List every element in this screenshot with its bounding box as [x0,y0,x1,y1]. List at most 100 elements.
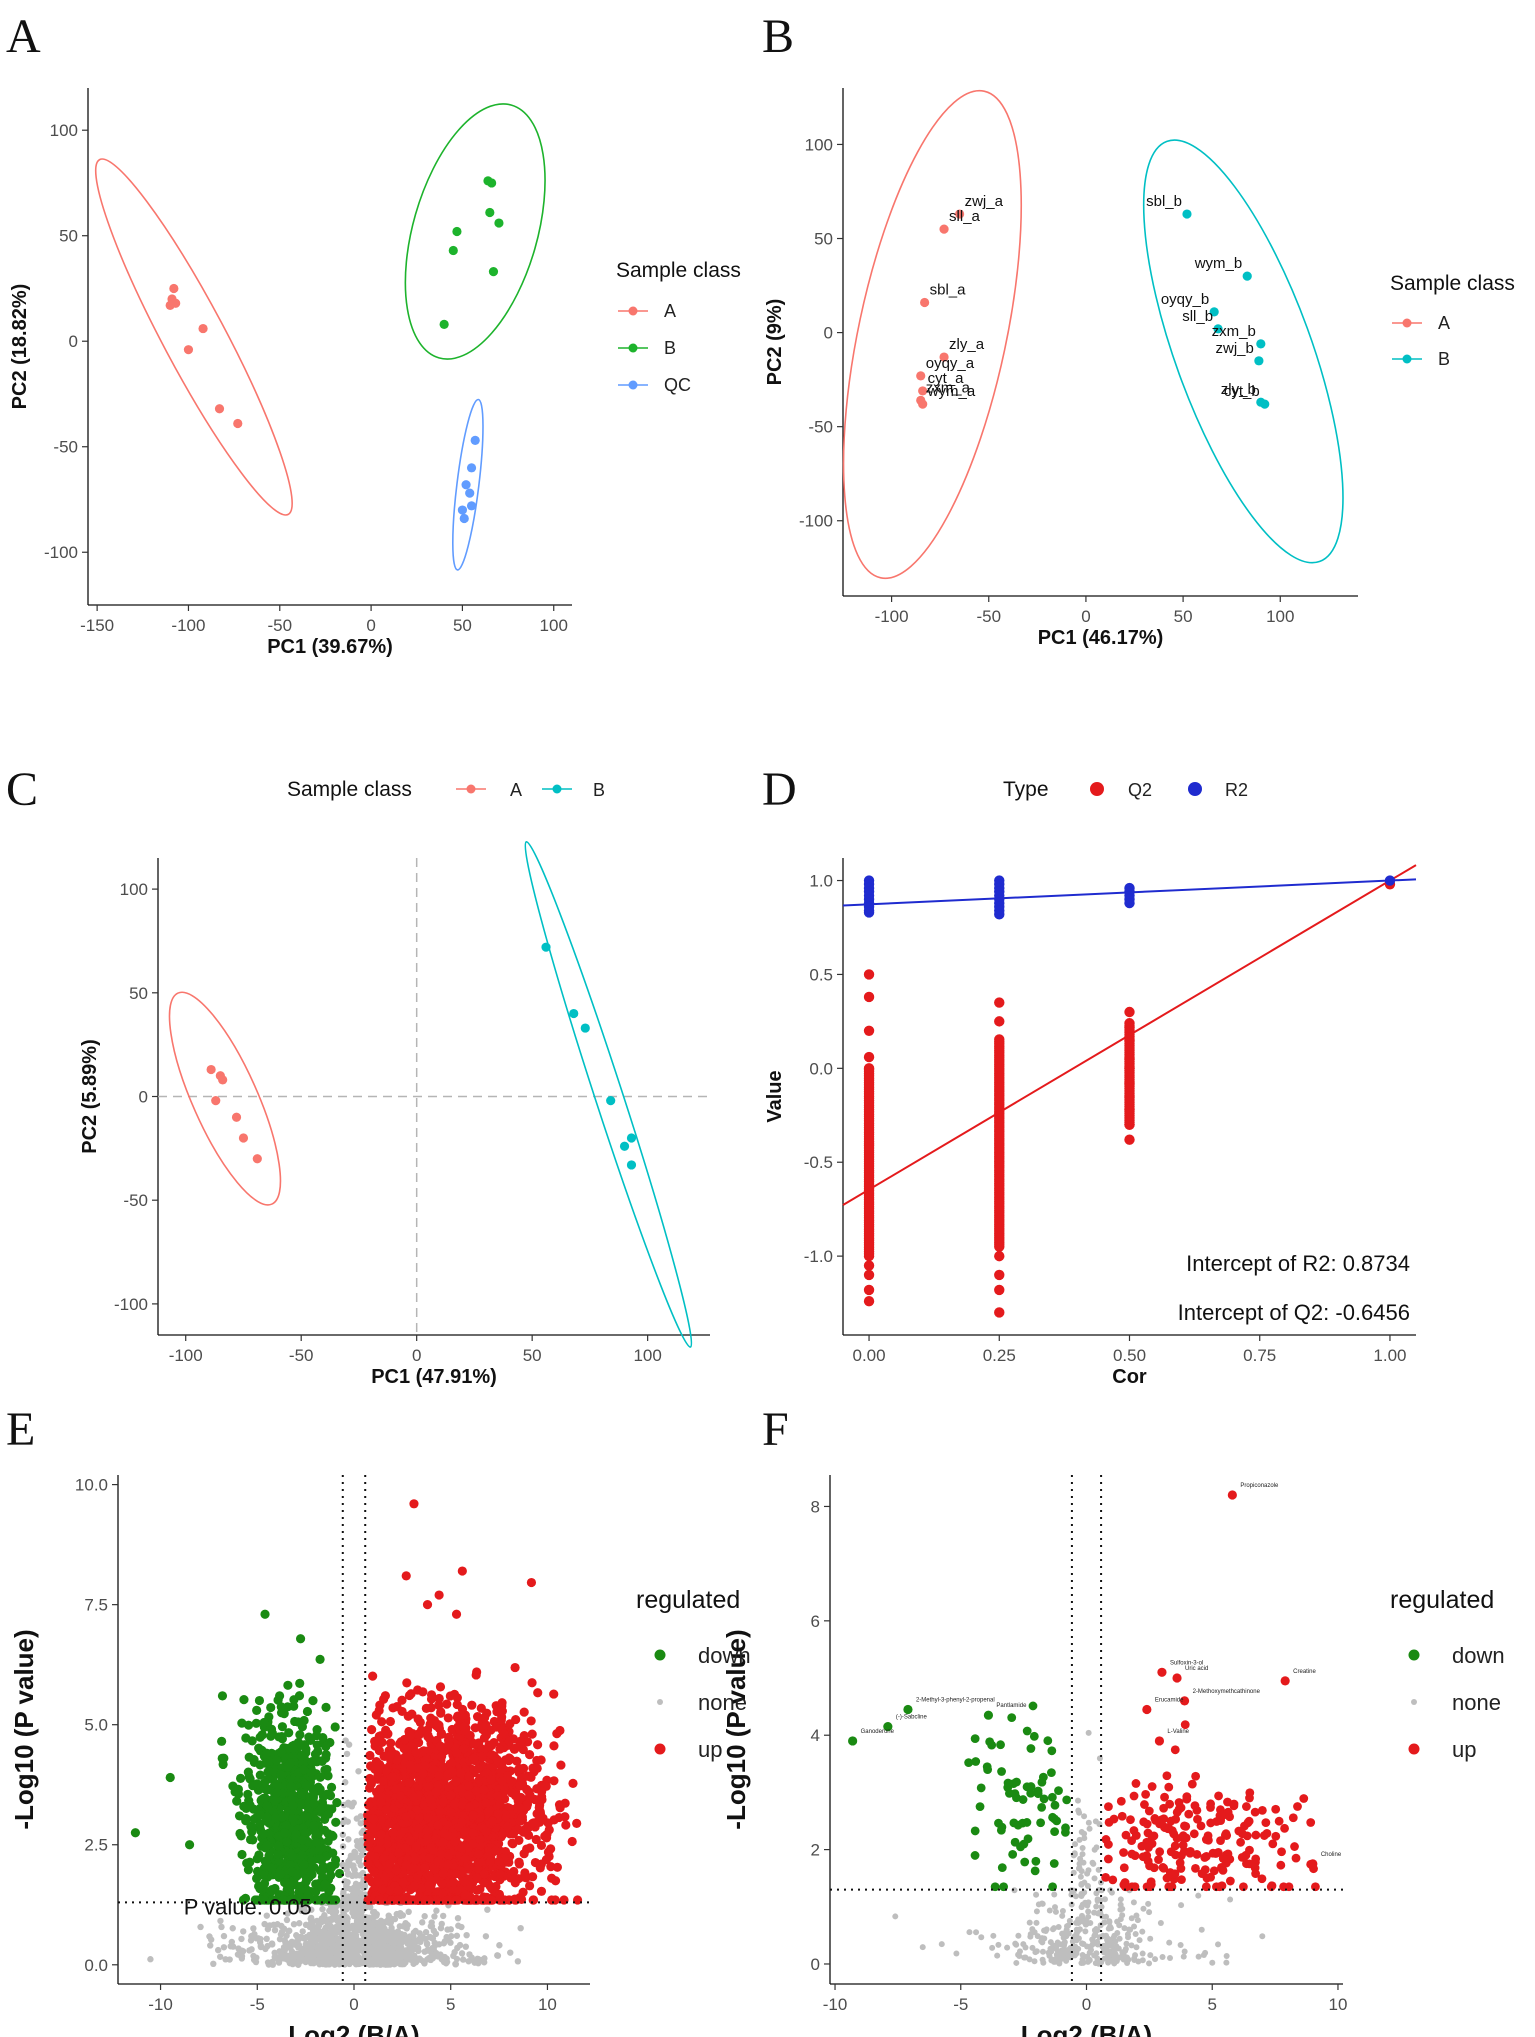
up-point [572,1818,582,1828]
up-point [405,1835,415,1846]
none-point [459,1956,467,1963]
up-point [549,1776,559,1786]
none-point [214,1946,222,1954]
none-point [421,1960,428,1967]
up-point [477,1752,487,1762]
up-point [549,1689,559,1699]
data-point [457,505,468,515]
none-point [229,1925,236,1932]
none-point [289,1960,296,1968]
down-point [331,1817,341,1827]
none-point [210,1960,217,1968]
none-point [369,1909,377,1916]
down-point [317,1895,328,1905]
none-point [375,1956,383,1963]
down-point [310,1749,321,1759]
down-point [259,1793,269,1803]
up-point [495,1869,505,1879]
up-point [368,1671,378,1681]
data-point [955,209,965,219]
up-point [549,1815,559,1825]
down-point [254,1881,264,1891]
none-point [345,1741,353,1748]
up-point [532,1740,543,1750]
q2-point [863,1295,875,1307]
up-point [486,1774,496,1785]
up-point [380,1751,390,1761]
none-point [380,1925,387,1933]
up-point [526,1716,536,1726]
data-point [1182,209,1192,219]
confidence-ellipse [94,158,293,516]
up-point [530,1857,541,1868]
up-point [419,1761,430,1771]
none-point [285,1944,293,1951]
down-point [312,1730,322,1741]
down-point [295,1678,305,1688]
down-point [262,1801,272,1811]
up-point [525,1843,535,1853]
down-point [283,1680,293,1690]
up-point [448,1884,458,1894]
none-point [284,1956,291,1963]
up-point [464,1771,474,1781]
none-point [475,1960,482,1967]
none-point [253,1935,260,1942]
up-point [502,1821,513,1832]
none-point [339,1831,347,1838]
up-point [438,1837,448,1848]
none-point [355,1956,363,1963]
none-point [412,1927,419,1935]
up-point [366,1851,376,1861]
down-point [262,1785,272,1795]
point-label: sbl_b [1146,193,1182,210]
down-point [306,1767,316,1778]
none-point [261,1920,268,1928]
up-point [436,1729,446,1739]
down-point [308,1695,318,1706]
data-point [485,207,495,218]
up-point [518,1887,528,1897]
data-point [231,1112,242,1122]
up-point [364,1800,374,1810]
data-point [569,1008,579,1019]
y-tick-label: 100 [805,135,833,154]
none-point [345,1801,352,1808]
up-point [486,1740,496,1751]
up-point [456,1843,467,1853]
up-point [368,1814,379,1824]
y-tick-label: -100 [44,543,78,562]
down-point [321,1741,331,1752]
none-point [350,1799,357,1807]
q2-point [994,1307,1005,1318]
q2-point [1124,1006,1135,1018]
up-point [415,1717,425,1727]
none-point [335,1940,343,1947]
up-point [533,1688,543,1698]
up-point [411,1841,421,1851]
q2-point [863,1269,875,1281]
q2-point [863,1063,875,1074]
none-point [380,1944,387,1951]
none-point [322,1924,329,1931]
none-point [250,1925,257,1932]
up-point [388,1703,398,1713]
none-point [344,1871,352,1878]
none-point [308,1906,315,1913]
none-point [238,1935,245,1943]
data-point [466,463,477,473]
up-point [447,1767,457,1777]
up-point [447,1758,457,1768]
up-point [380,1872,390,1883]
up-point [474,1858,484,1868]
y-tick-label: -100 [114,1295,148,1314]
none-point [344,1818,351,1825]
up-point [528,1872,538,1882]
none-point [326,1907,333,1915]
none-point [286,1927,293,1934]
none-point [405,1908,412,1916]
none-point [315,1935,323,1942]
none-point [322,1942,330,1950]
confidence-ellipse [168,991,282,1206]
confidence-ellipse [842,89,1023,580]
